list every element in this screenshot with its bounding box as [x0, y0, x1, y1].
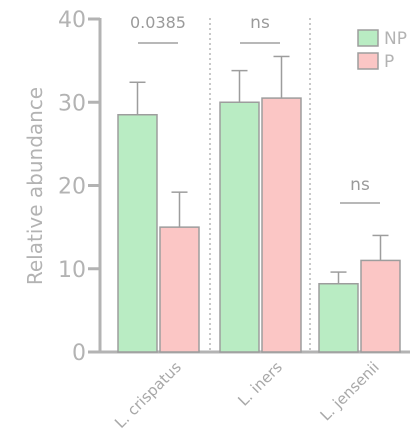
y-tick-label-30: 30: [58, 91, 86, 116]
bar-P-1: [159, 226, 200, 353]
legend-swatch-P: [357, 52, 379, 70]
y-tick-label-20: 20: [58, 175, 86, 200]
category-separators: [209, 18, 311, 352]
significance-label-3: ns: [350, 175, 370, 195]
bar-P-3: [360, 259, 401, 353]
y-tick-label-10: 10: [58, 258, 86, 283]
bar-P-2: [261, 97, 302, 353]
y-tick-label-0: 0: [72, 341, 86, 366]
significance-label-2: ns: [250, 13, 270, 33]
bar-NP-3: [318, 282, 359, 353]
significance-annotations: 0.0385 ns ns: [130, 13, 380, 204]
legend: NP P: [357, 29, 407, 72]
y-axis-title: Relative abundance: [23, 87, 47, 285]
x-tick-label-2: L. iners: [234, 358, 286, 410]
bar-NP-2: [219, 101, 260, 353]
legend-swatch-NP: [357, 29, 379, 47]
y-tick-label-40: 40: [58, 8, 86, 33]
bar-NP-1: [117, 113, 158, 353]
legend-label-P: P: [384, 52, 394, 72]
error-bars: [129, 55, 389, 284]
x-tick-label-3: L. jensenii: [317, 358, 383, 424]
legend-label-NP: NP: [384, 29, 407, 49]
bars: [117, 97, 401, 353]
x-tick-labels: L. crispatus L. iners L. jensenii: [111, 358, 383, 432]
significance-label-1: 0.0385: [130, 13, 186, 32]
x-tick-label-1: L. crispatus: [111, 358, 185, 432]
